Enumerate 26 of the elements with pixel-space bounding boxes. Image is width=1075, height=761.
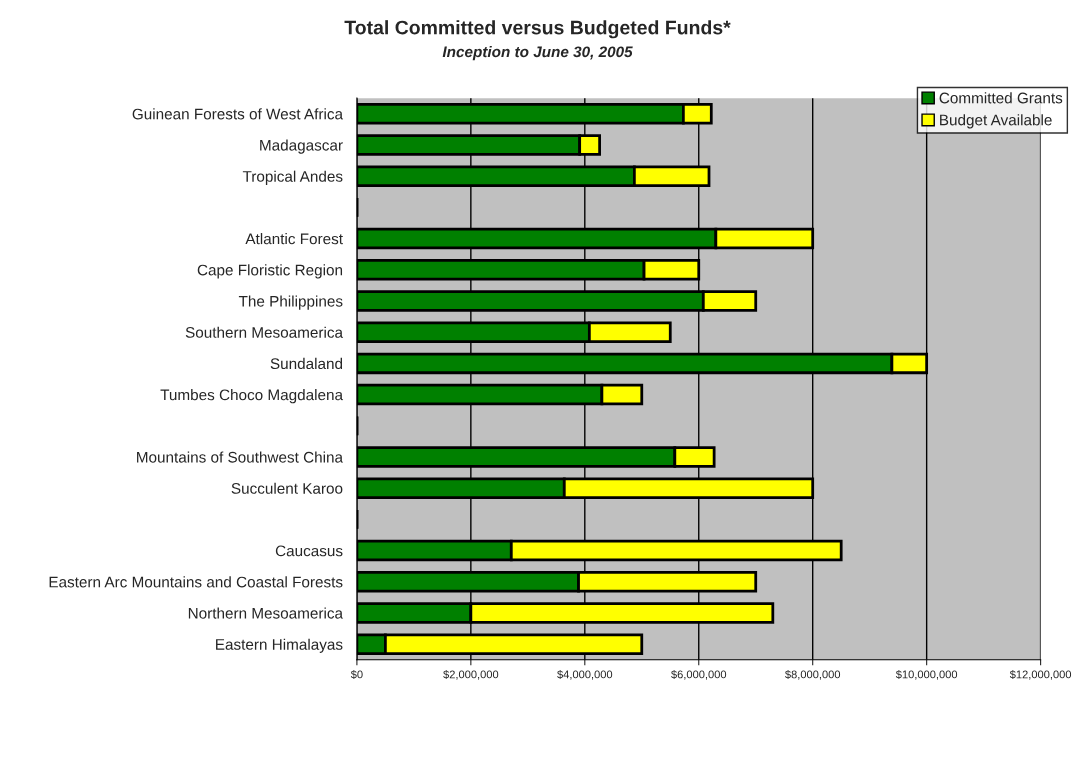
legend-label: Committed Grants <box>939 92 1063 104</box>
y-tick-label: Succulent Karoo <box>231 482 343 494</box>
y-tick-label: Guinean Forests of West Africa <box>132 108 344 120</box>
y-tick-label: Tropical Andes <box>242 170 343 185</box>
x-tick-label: $6,000,000 <box>671 670 727 680</box>
y-tick-label: Northern Mesoamerica <box>188 607 344 619</box>
y-tick-label: Cape Floristic Region <box>197 264 343 279</box>
x-tick-label: $8,000,000 <box>785 670 841 680</box>
y-tick-label: Caucasus <box>275 545 343 557</box>
y-tick-label: Eastern Himalayas <box>216 638 343 653</box>
x-tick-label: $0 <box>350 670 363 680</box>
y-tick-label: Atlantic Forest <box>245 233 343 245</box>
y-tick-label: Eastern Arc Mountains and Coastal Forests <box>49 576 343 588</box>
chart-subtitle: Inception to June 30, 2005 <box>442 46 633 61</box>
y-tick-label: Tumbes Choco Magdalena <box>160 389 344 404</box>
x-tick-label: $12,000,000 <box>1009 670 1072 680</box>
x-tick-label: $10,000,000 <box>895 670 958 680</box>
y-tick-label: The Philippines <box>238 295 343 310</box>
chart-title: Total Committed versus Budgeted Funds* <box>344 20 731 39</box>
y-tick-label: Madagascar <box>260 139 343 154</box>
y-tick-label: Sundaland <box>270 357 343 370</box>
legend-label: Budget Available <box>940 114 1052 129</box>
x-tick-label: $2,000,000 <box>443 670 499 680</box>
y-tick-label: Mountains of Southwest China <box>137 451 344 463</box>
y-tick-label: Southern Mesoamerica <box>185 326 344 338</box>
x-tick-label: $4,000,000 <box>557 670 613 680</box>
